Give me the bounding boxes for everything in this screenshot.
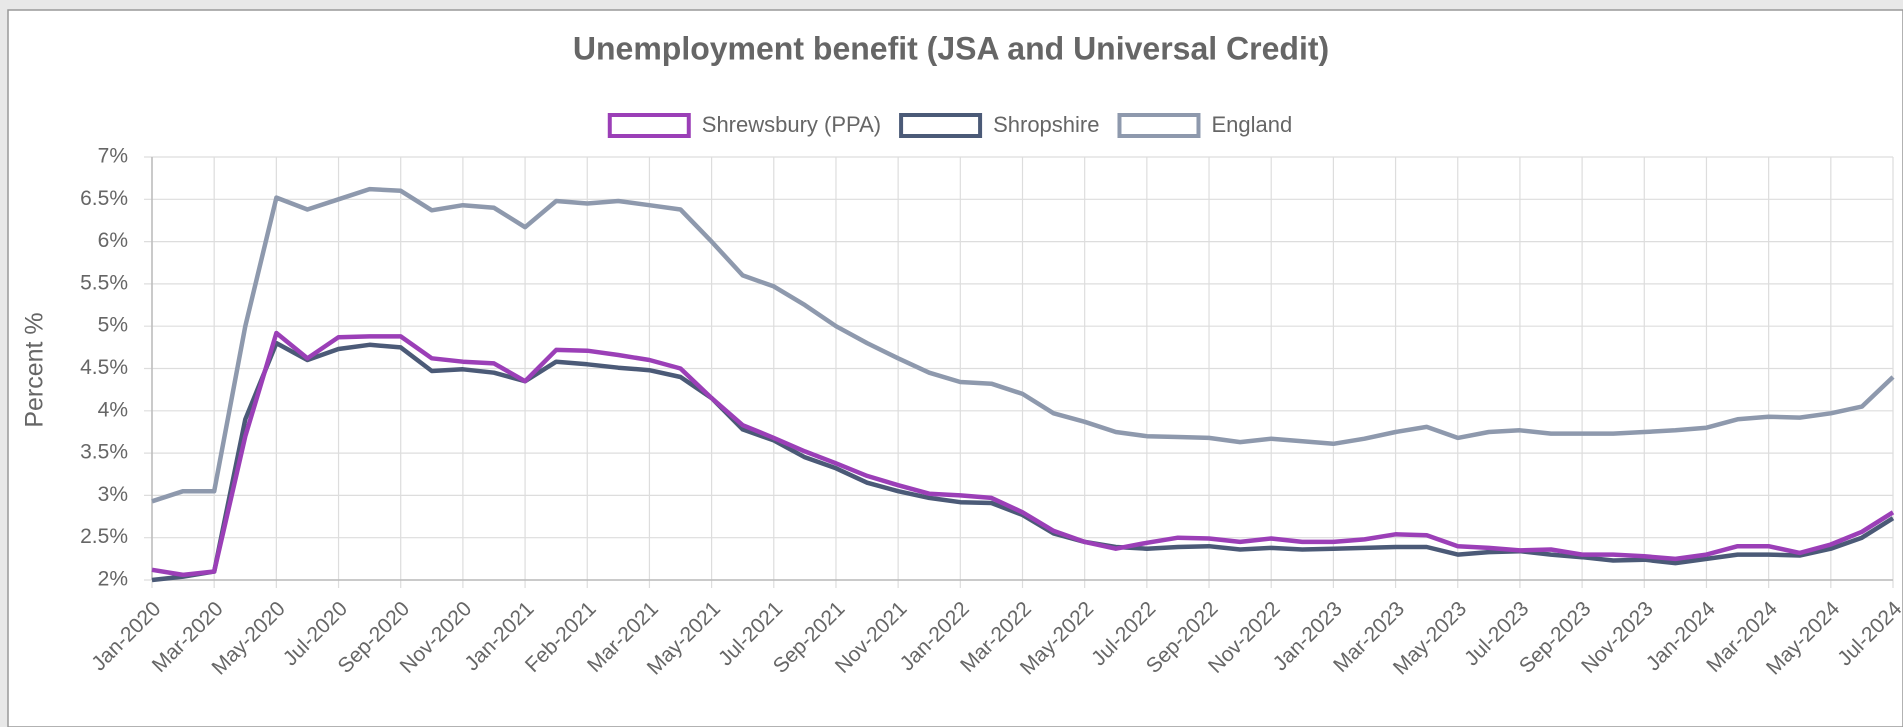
y-tick-label: 6.5%: [80, 187, 128, 210]
y-tick-label: 2%: [98, 568, 128, 591]
y-tick-label: 4%: [98, 398, 128, 421]
y-axis-title: Percent %: [21, 312, 49, 427]
legend-label: Shrewsbury (PPA): [702, 112, 881, 137]
y-tick-label: 7%: [98, 145, 128, 168]
y-tick-label: 4.5%: [80, 356, 128, 379]
series-line: [151, 330, 1895, 578]
legend-label: Shropshire: [993, 112, 1099, 137]
series-line: [151, 186, 1895, 504]
y-tick-label: 5.5%: [80, 271, 128, 294]
y-tick-label: 2.5%: [80, 525, 128, 548]
y-tick-label: 6%: [98, 229, 128, 252]
legend-label: England: [1211, 112, 1292, 137]
legend-swatch: [899, 113, 983, 138]
y-tick-label: 5%: [98, 314, 128, 337]
chart-title: Unemployment benefit (JSA and Universal …: [573, 30, 1329, 66]
legend-swatch: [607, 113, 691, 138]
y-tick-label: 3%: [98, 483, 128, 506]
y-tick-label: 3.5%: [80, 441, 128, 464]
legend-swatch: [1117, 113, 1201, 138]
